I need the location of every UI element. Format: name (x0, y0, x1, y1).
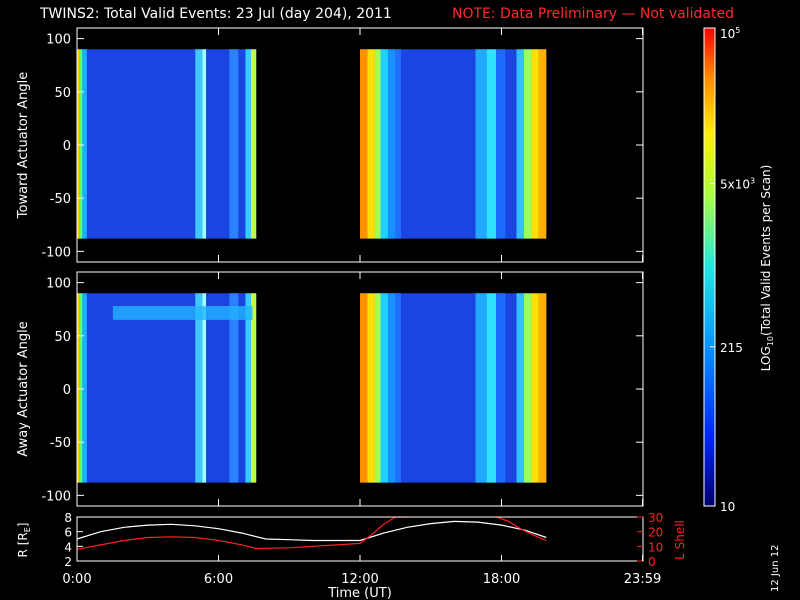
heatmap-stripe (360, 293, 368, 483)
heatmap-stripe (496, 293, 506, 483)
orbit-series-line (496, 516, 547, 542)
colorbar-tick-label: 10 (720, 500, 735, 514)
heatmap-stripe (475, 49, 487, 239)
colorbar-gradient (703, 27, 716, 507)
x-tick-label: 12:00 (341, 572, 378, 587)
l-shell-label: L Shell (673, 520, 687, 560)
heatmap-stripe (195, 49, 203, 239)
l-shell-tick-label: 10 (648, 540, 663, 554)
toward-y-ticks: 100 50 0 -50 -100 (41, 28, 644, 262)
heatmap-stripe (538, 49, 547, 239)
heatmap-stripe (250, 293, 257, 483)
heatmap-stripe (374, 293, 381, 483)
heatmap-stripe (79, 49, 83, 239)
heatmap-stripe (367, 49, 375, 239)
orbit-lines (76, 516, 547, 550)
heatmap-stripe (229, 293, 239, 483)
y-tick-label: 0 (63, 139, 71, 154)
heatmap-stripe (367, 293, 375, 483)
heatmap-stripe (496, 49, 506, 239)
heatmap-stripe (79, 293, 83, 483)
x-axis-label: Time (UT) (327, 586, 392, 600)
heatmap-stripe (380, 293, 388, 483)
heatmap-stripe (531, 293, 539, 483)
colorbar-tick-label: 5x103 (720, 176, 755, 191)
heatmap-stripe (77, 49, 80, 239)
heatmap-stripe (538, 293, 547, 483)
heatmap-stripe (374, 49, 381, 239)
colorbar: 10 215 5x103 105 LOG10(Total Valid Events p… (703, 26, 775, 514)
away-y-label: Away Actuator Angle (16, 321, 31, 456)
heatmap-stripe (395, 49, 401, 239)
colorbar-label: LOG10(Total Valid Events per Scan) (759, 165, 775, 372)
heatmap-stripe (229, 49, 239, 239)
toward-panel: 100 50 0 -50 -100 Toward Actuator Angle (16, 27, 644, 263)
heatmap-stripe (523, 293, 532, 483)
orbit-series-line (76, 516, 408, 550)
heatmap-stripe (486, 49, 497, 239)
away-panel: 100 50 0 -50 -100 Away Actuator Angle (16, 271, 644, 507)
orbit-y-label: R [RE] (16, 523, 32, 558)
heatmap-feature (112, 306, 253, 320)
x-tick-label: 6:00 (204, 572, 233, 587)
colorbar-tick-label: 215 (720, 341, 743, 355)
preliminary-note: NOTE: Data Preliminary — Not validated (452, 6, 734, 22)
heatmap-stripe (523, 49, 532, 239)
x-tick-label: 18:00 (483, 572, 520, 587)
y-tick-label: 100 (46, 33, 71, 48)
y-tick-label: 100 (46, 277, 71, 292)
y-tick-label: -50 (50, 192, 71, 207)
r-tick-label: 2 (64, 555, 72, 569)
heatmap-stripe (245, 293, 251, 483)
heatmap-stripe (531, 49, 539, 239)
heatmap-stripe (82, 49, 87, 239)
orbit-panel-frame (76, 516, 644, 562)
heatmap-block (77, 49, 257, 239)
heatmap-stripe (516, 293, 524, 483)
heatmap-stripe (516, 49, 524, 239)
heatmap-stripe (395, 293, 401, 483)
r-tick-label: 8 (64, 511, 72, 525)
toward-spectrogram (77, 49, 547, 239)
r-tick-label: 6 (64, 526, 72, 540)
heatmap-stripe (245, 49, 251, 239)
heatmap-block (77, 293, 257, 483)
y-tick-label: -100 (41, 489, 71, 504)
heatmap-stripe (360, 49, 368, 239)
heatmap-stripe (250, 49, 257, 239)
y-tick-label: 0 (63, 383, 71, 398)
away-spectrogram (77, 293, 547, 483)
r-tick-label: 4 (64, 540, 72, 554)
away-y-ticks: 100 50 0 -50 -100 (41, 272, 644, 506)
y-tick-label: -100 (41, 245, 71, 260)
y-tick-label: 50 (54, 330, 71, 345)
l-shell-tick-label: 0 (648, 555, 656, 569)
heatmap-stripe (195, 293, 203, 483)
heatmap-stripe (475, 293, 487, 483)
heatmap-stripe (202, 293, 207, 483)
plot-title: TWINS2: Total Valid Events: 23 Jul (day … (40, 6, 392, 22)
l-shell-tick-label: 20 (648, 526, 663, 540)
colorbar-tick-label: 105 (720, 26, 740, 41)
toward-y-label: Toward Actuator Angle (16, 72, 31, 219)
heatmap-stripe (82, 293, 87, 483)
y-tick-label: -50 (50, 436, 71, 451)
heatmap-stripe (380, 49, 388, 239)
heatmap-stripe (387, 293, 396, 483)
heatmap-stripe (387, 49, 396, 239)
x-tick-label: 0:00 (62, 572, 91, 587)
heatmap-stripe (486, 293, 497, 483)
l-shell-tick-label: 30 (648, 511, 663, 525)
colorbar-ticks: 10 215 5x103 105 (710, 26, 755, 514)
heatmap-stripe (77, 293, 80, 483)
x-tick-label: 23:59 (624, 572, 661, 587)
y-tick-label: 50 (54, 86, 71, 101)
orbit-series-line (76, 520, 547, 542)
heatmap-stripe (202, 49, 207, 239)
